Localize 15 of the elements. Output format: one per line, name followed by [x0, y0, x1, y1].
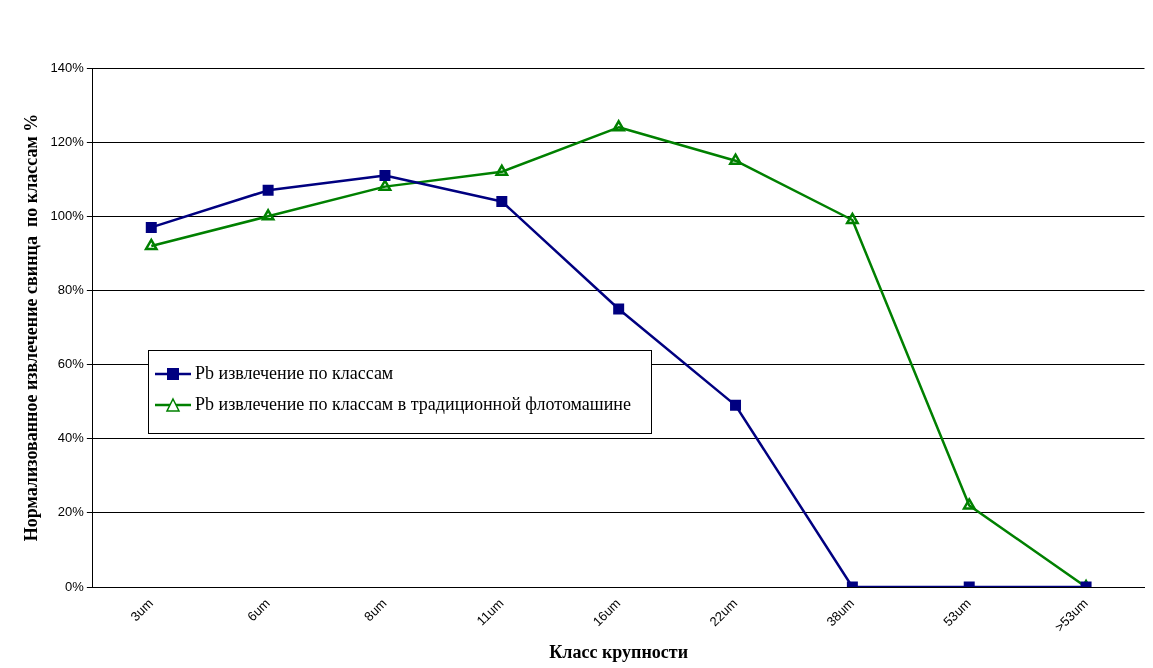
y-tick-label: 60% — [57, 356, 85, 372]
x-axis-title: Класс крупности — [549, 641, 689, 662]
y-tick-label: 100% — [50, 207, 85, 223]
y-tick-label: 120% — [50, 133, 85, 149]
x-tick-label: 3um — [127, 595, 156, 625]
legend-label: Pb извлечение по классам — [195, 363, 394, 384]
y-axis-title: Нормализованное извлечение свинца по классам % — [21, 113, 42, 542]
x-tick-label: 8um — [361, 595, 390, 625]
legend-label: Pb извлечение по классам в традиционной флотомашине — [195, 394, 631, 415]
y-tick-label: 80% — [57, 282, 85, 298]
y-tick-label: 20% — [57, 504, 85, 520]
y-tick-label: 140% — [50, 59, 85, 75]
x-tick-label: 6um — [244, 595, 273, 625]
y-tick-label: 0% — [65, 578, 85, 594]
y-tick-label: 40% — [57, 430, 85, 446]
